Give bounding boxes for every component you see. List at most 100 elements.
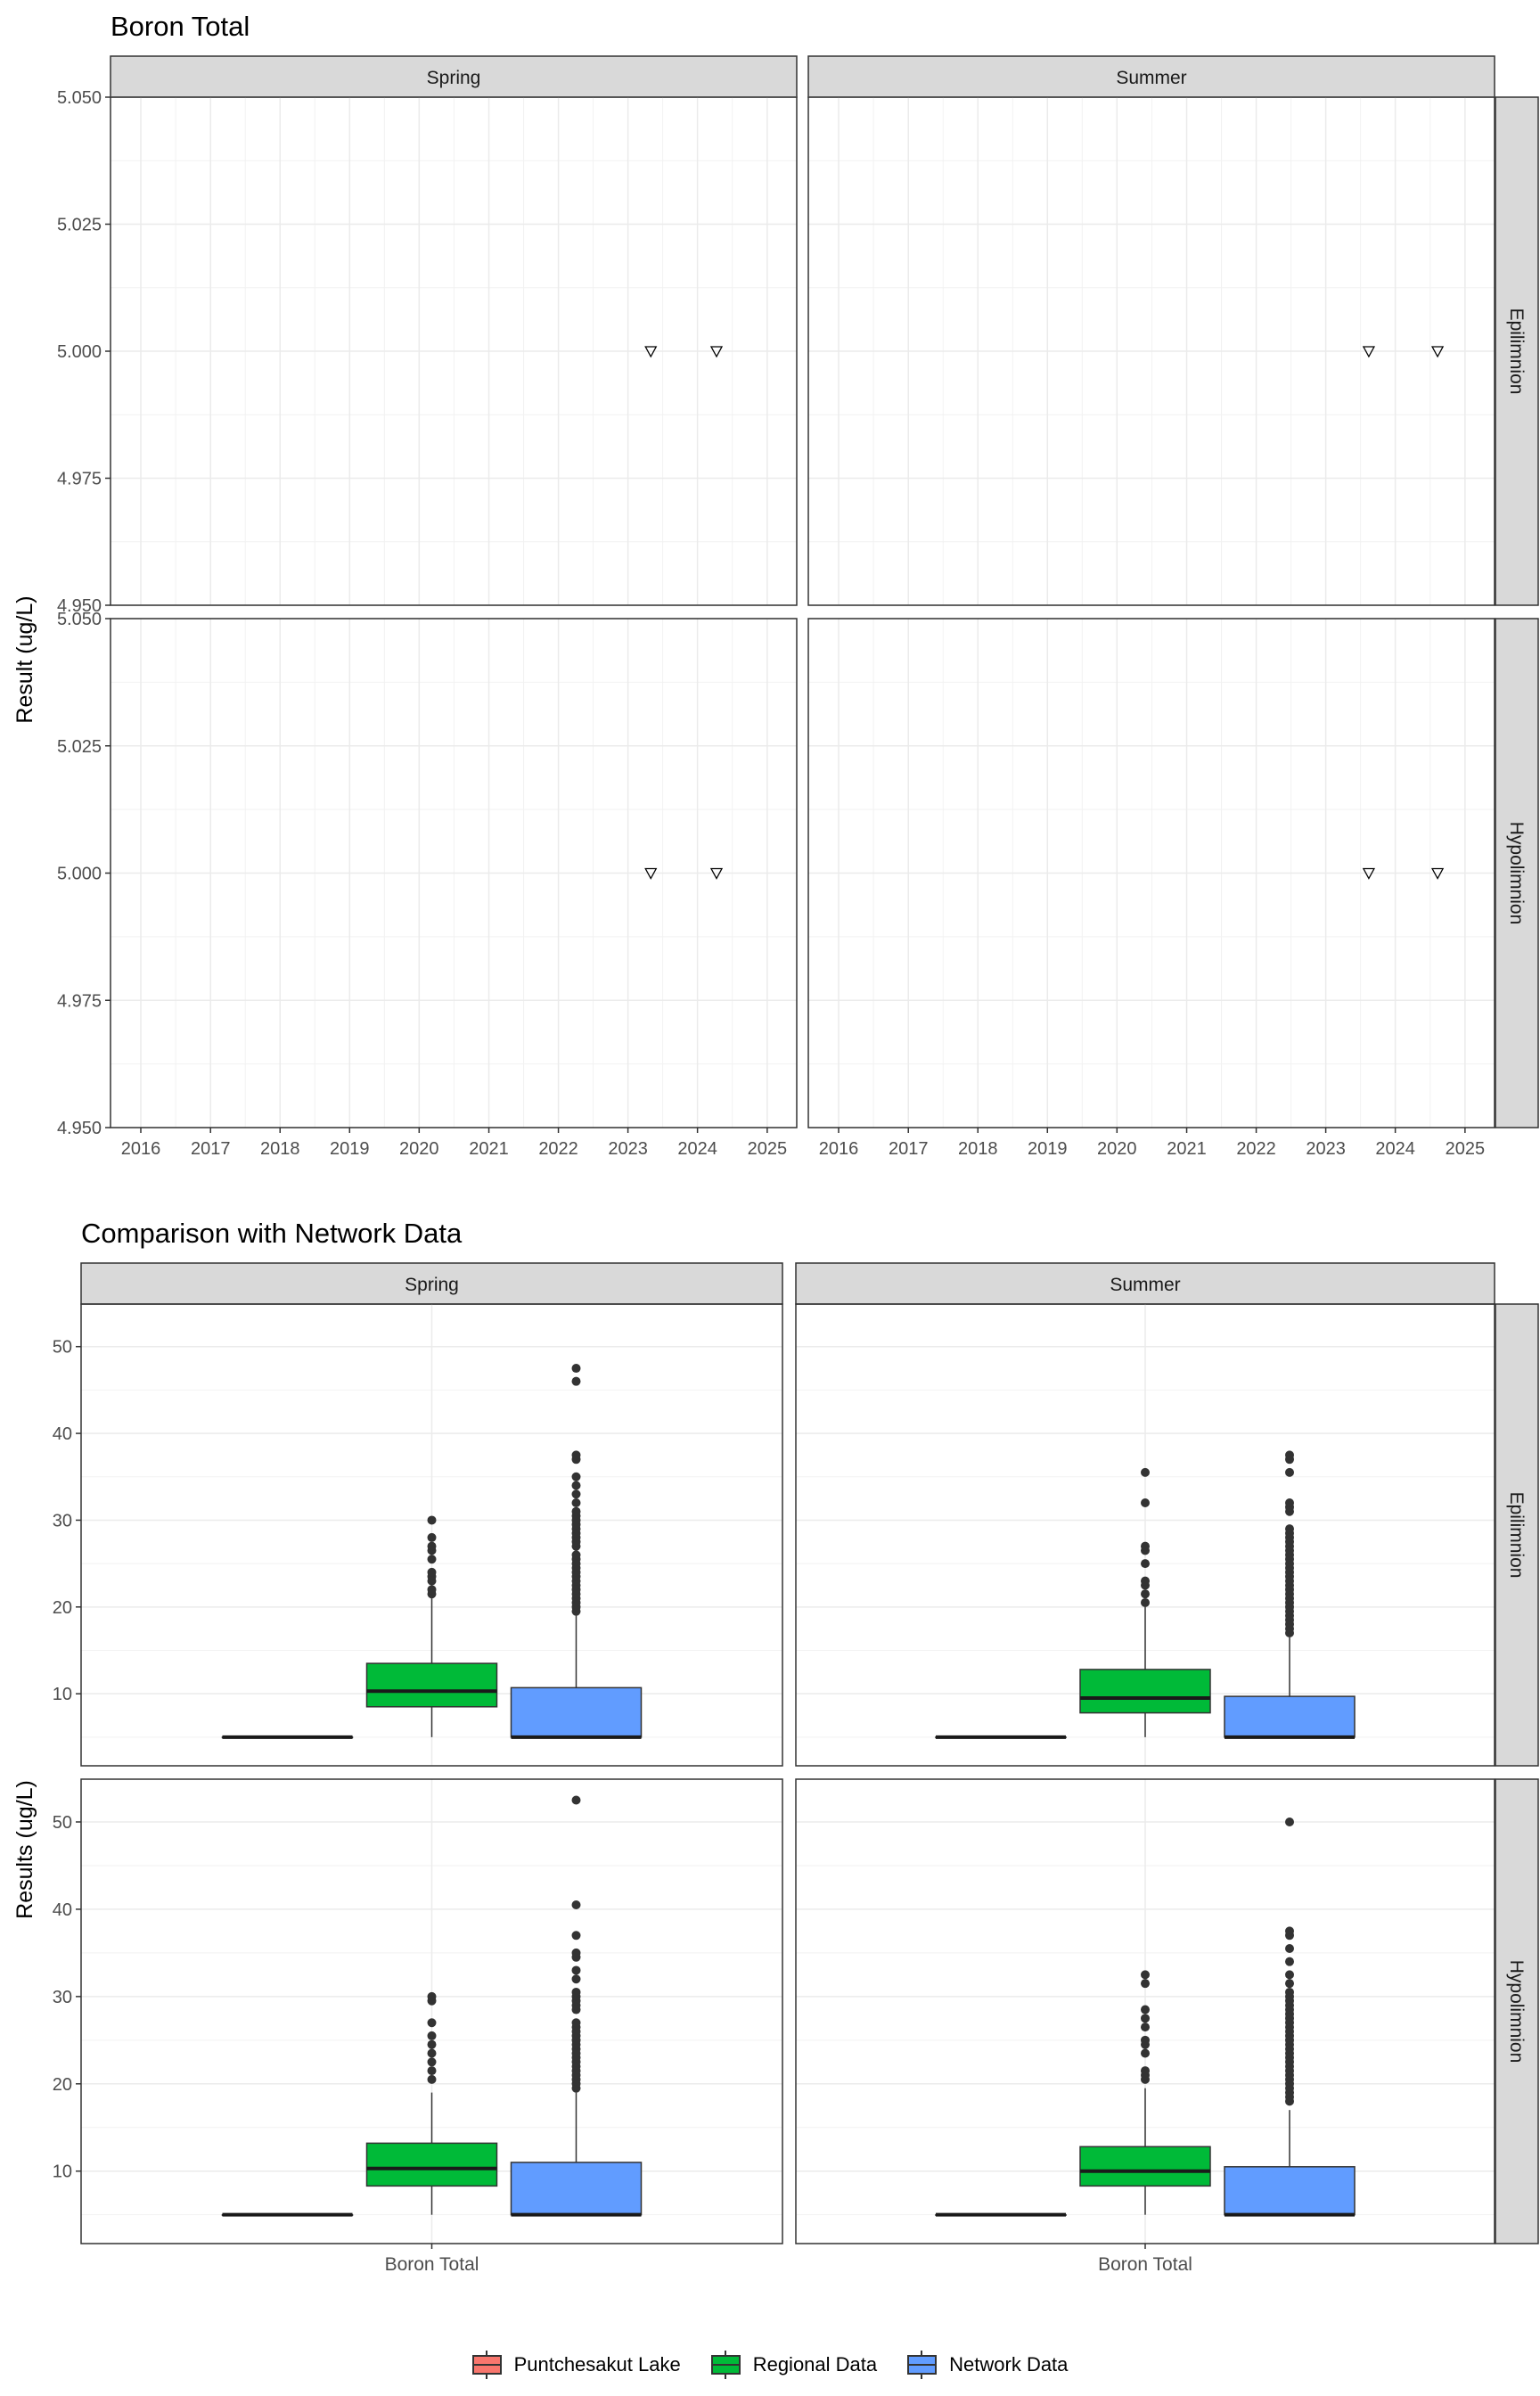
outlier-point (427, 2018, 437, 2028)
y-tick-label: 10 (53, 1685, 72, 1704)
chart2-title: Comparison with Network Data (81, 1218, 463, 1249)
panel-border (807, 96, 1495, 606)
facet-strip-summer (807, 55, 1495, 98)
y-tick-label: 30 (53, 1988, 72, 2007)
box-regional-data (365, 1991, 498, 2215)
box-body (1224, 1695, 1356, 1738)
outlier-point (1285, 1524, 1294, 1534)
outlier-point (1141, 1979, 1150, 1989)
box-body (1224, 2166, 1356, 2216)
data-point (1430, 346, 1445, 358)
legend-item: Puntchesakut Lake (471, 2351, 681, 2379)
x-tick-label: 2023 (1306, 1139, 1346, 1159)
facet-strip-label: Hypolimnion (1506, 822, 1527, 925)
outlier-point (1285, 1450, 1294, 1460)
data-point (644, 346, 658, 358)
facet-strip-label: Summer (1116, 68, 1186, 88)
outlier-point (571, 1489, 581, 1499)
legend-swatch (907, 2351, 938, 2379)
panel-spring-epilimnion: 4.950 4.975 5.000 5.025 5.050 (57, 88, 798, 616)
outlier-point (1141, 2014, 1150, 2023)
x-tick-label: 2022 (538, 1139, 578, 1159)
panel-summer-hypolimnion: Boron Total (795, 1778, 1495, 2275)
x-tick-label: 2021 (1167, 1139, 1207, 1159)
outlier-point (427, 1515, 437, 1525)
outlier-point (571, 1931, 581, 1941)
x-tick-label: 2025 (748, 1139, 788, 1159)
x-tick-label: 2016 (819, 1139, 859, 1159)
outlier-point (1285, 1926, 1294, 1936)
y-tick-label: 4.950 (57, 596, 102, 616)
x-tick-label: 2020 (399, 1139, 439, 1159)
x-tick-label: 2024 (677, 1139, 717, 1159)
data-point (709, 867, 724, 880)
outlier-point (427, 2039, 437, 2049)
outlier-point (571, 1974, 581, 1984)
outlier-point (427, 2074, 437, 2084)
outlier-point (1285, 1987, 1294, 1997)
panel-summer-hypolimnion: 2016 2017 2018 2019 2020 2021 2022 2023 2024 2025 (807, 618, 1495, 1159)
panel-spring-epilimnion: 10 20 30 40 50 (53, 1303, 783, 1767)
outlier-point (1285, 1970, 1294, 1980)
panel-border (80, 1303, 783, 1767)
panel-spring-hypolimnion: 4.950 4.975 5.000 5.025 5.050 2016 2017 2018 201… (57, 610, 798, 1159)
data-point (1362, 867, 1376, 880)
y-tick-label: 10 (53, 2162, 72, 2182)
outlier-point (1141, 1589, 1150, 1599)
legend: Puntchesakut Lake Regional Data Network Da… (0, 2347, 1540, 2383)
panel-summer-epilimnion (807, 96, 1495, 606)
outlier-point (571, 1364, 581, 1374)
box-body (1079, 1669, 1211, 1714)
outlier-point (571, 1450, 581, 1460)
facet-strip-epilimnion (1495, 96, 1539, 606)
facet-strip-label: Spring (427, 68, 481, 88)
chart2-y-axis-label: Results (ug/L) (12, 1780, 37, 1919)
outlier-point (571, 1965, 581, 1975)
y-tick-label: 20 (53, 2075, 72, 2095)
facet-strip-label: Epilimnion (1506, 1492, 1527, 1579)
outlier-point (1285, 1957, 1294, 1966)
legend-label: Regional Data (752, 2353, 878, 2375)
chart1-title: Boron Total (111, 11, 250, 42)
chart1-y-axis-label: Result (ug/L) (12, 595, 37, 723)
outlier-point (427, 2066, 437, 2076)
outlier-point (1141, 2023, 1150, 2032)
panel-border (795, 1303, 1495, 1767)
x-tick-label: 2020 (1097, 1139, 1137, 1159)
outlier-point (427, 2048, 437, 2058)
x-tick-label: 2016 (121, 1139, 161, 1159)
x-tick-label: 2021 (469, 1139, 509, 1159)
panel-summer-epilimnion (795, 1303, 1495, 1767)
facet-strip-hypolimnion (1495, 618, 1539, 1128)
data-point (1362, 346, 1376, 358)
y-tick-label: 4.975 (57, 470, 102, 489)
outlier-point (571, 1795, 581, 1805)
outlier-point (1141, 1597, 1150, 1607)
y-tick-label: 40 (53, 1424, 72, 1444)
y-tick-label: 5.050 (57, 88, 102, 108)
outlier-point (427, 1567, 437, 1577)
y-tick-label: 4.975 (57, 991, 102, 1011)
box-network-data (510, 1364, 643, 1739)
outlier-point (571, 1472, 581, 1481)
outlier-point (1285, 1979, 1294, 1989)
box-puntchesakut-lake (935, 1735, 1067, 1739)
box-body (1079, 2146, 1211, 2187)
outlier-point (571, 1376, 581, 1386)
y-tick-label: 5.025 (57, 737, 102, 757)
outlier-point (427, 1585, 437, 1595)
outlier-point (571, 1481, 581, 1490)
x-tick-label: 2019 (1028, 1139, 1068, 1159)
facet-strip-label: Spring (405, 1275, 459, 1295)
outlier-point (427, 1555, 437, 1564)
outlier-point (1141, 1467, 1150, 1477)
outlier-point (1285, 1498, 1294, 1507)
legend-item: Network Data (907, 2351, 1068, 2379)
outlier-point (571, 1550, 581, 1560)
legend-label: Puntchesakut Lake (513, 2353, 681, 2375)
y-tick-label: 50 (53, 1338, 72, 1358)
panel-border (807, 618, 1495, 1128)
x-tick-label: 2019 (330, 1139, 370, 1159)
y-tick-label: 50 (53, 1813, 72, 1833)
